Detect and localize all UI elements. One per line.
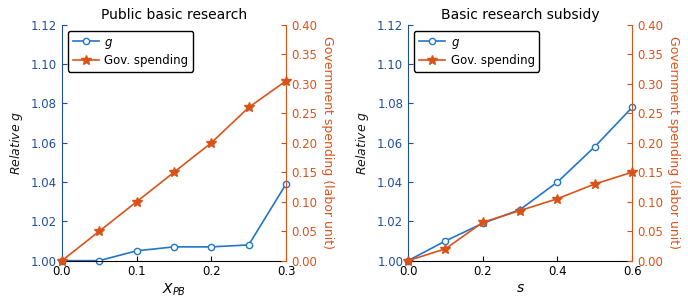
$g$ [516,208,524,211]
Gov. spending [553,197,561,200]
$g$ [441,239,449,243]
$g$ [95,259,103,263]
Y-axis label: Government spending (labor unit): Government spending (labor unit) [667,36,680,249]
$g$ [170,245,178,249]
Gov. spending [282,79,290,83]
Line: Gov. spending: Gov. spending [57,76,291,266]
Gov. spending [245,106,253,109]
Title: Basic research subsidy: Basic research subsidy [441,8,599,22]
Gov. spending [441,247,449,251]
Line: $g$: $g$ [405,104,635,264]
Gov. spending [170,170,178,174]
$g$ [479,222,487,225]
Gov. spending [95,229,103,233]
Title: Public basic research: Public basic research [101,8,247,22]
Gov. spending [479,221,487,224]
X-axis label: $s$: $s$ [515,281,524,295]
Gov. spending [516,209,524,212]
Line: $g$: $g$ [59,181,289,264]
$g$ [58,259,66,263]
Line: Gov. spending: Gov. spending [403,167,637,266]
X-axis label: $X_{PB}$: $X_{PB}$ [162,281,186,298]
$g$ [553,180,561,184]
$g$ [282,182,290,186]
Gov. spending [58,259,66,263]
Gov. spending [404,259,412,263]
Y-axis label: Government spending (labor unit): Government spending (labor unit) [321,36,334,249]
$g$ [404,259,412,263]
Y-axis label: Relative $g$: Relative $g$ [354,110,372,175]
$g$ [591,145,599,148]
Gov. spending [628,170,636,174]
Gov. spending [133,200,141,203]
Gov. spending [207,141,215,145]
$g$ [245,243,253,247]
$g$ [628,106,636,109]
$g$ [207,245,215,249]
$g$ [133,249,141,253]
Y-axis label: Relative $g$: Relative $g$ [8,110,25,175]
Gov. spending [591,182,599,186]
Legend: $g$, Gov. spending: $g$, Gov. spending [68,31,193,72]
Legend: $g$, Gov. spending: $g$, Gov. spending [414,31,539,72]
